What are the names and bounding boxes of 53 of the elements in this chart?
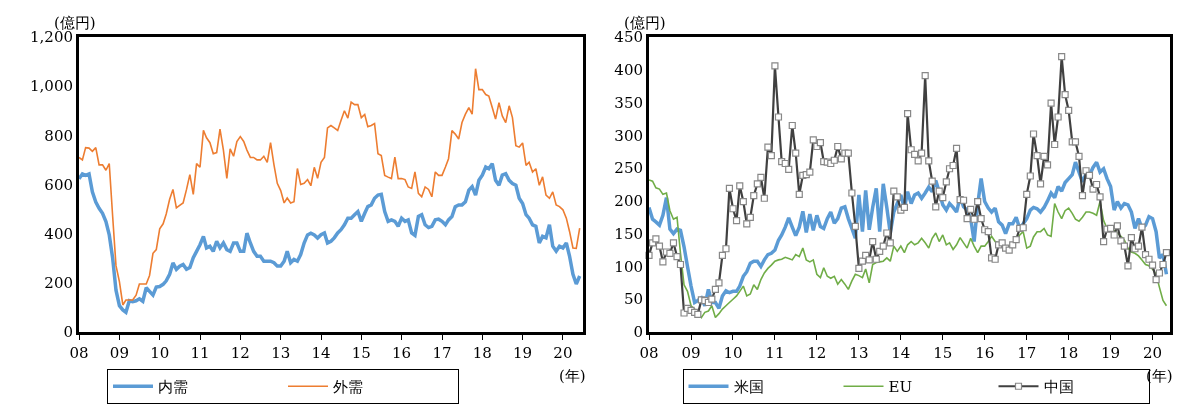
x-tick-label: 10	[150, 344, 170, 362]
x-tick-label: 12	[230, 344, 250, 362]
x-tick-label: 14	[311, 344, 331, 362]
x-tick-label: 20	[553, 344, 573, 362]
x-axis-title: (年)	[559, 367, 586, 385]
x-tick-label: 08	[69, 344, 89, 362]
x-tick-label: 17	[1017, 344, 1037, 362]
x-tick-label: 16	[975, 344, 995, 362]
x-tick-label: 08	[639, 344, 659, 362]
legend-label: 外需	[333, 378, 363, 397]
x-tick-label: 16	[392, 344, 412, 362]
x-tick-label: 19	[1101, 344, 1121, 362]
x-tick-label: 12	[807, 344, 827, 362]
y-tick-label: 600	[44, 175, 73, 194]
x-tick-label: 13	[849, 344, 869, 362]
x-tick-label: 17	[432, 344, 452, 362]
y-tick-label: 250	[614, 159, 643, 178]
x-tick-label: 15	[351, 344, 371, 362]
y-tick-label: 350	[614, 93, 643, 112]
line-series	[79, 67, 581, 306]
x-tick-label: 18	[472, 344, 492, 362]
y-tick-label: 200	[614, 192, 643, 211]
y-tick-label: 800	[44, 126, 73, 145]
line-series	[649, 179, 1168, 319]
line-series	[79, 161, 582, 315]
legend-label: 米国	[733, 378, 764, 397]
x-tick-label: 19	[513, 344, 533, 362]
legend-label: 中国	[1043, 378, 1074, 397]
y-tick-label: 1,000	[30, 77, 73, 96]
x-tick-label: 10	[723, 344, 743, 362]
x-tick-label: 11	[765, 344, 785, 362]
y-axis-title: (億円)	[624, 14, 666, 32]
y-tick-label: 0	[63, 323, 73, 342]
x-tick-label: 11	[190, 344, 210, 362]
x-tick-label: 18	[1059, 344, 1079, 362]
y-tick-label: 300	[614, 126, 643, 145]
line-series	[649, 160, 1169, 311]
x-tick-label: 13	[271, 344, 291, 362]
y-tick-label: 200	[44, 274, 73, 293]
y-tick-label: 150	[614, 224, 643, 243]
x-tick-label: 09	[681, 344, 701, 362]
y-tick-label: 50	[623, 290, 643, 309]
y-tick-label: 100	[614, 257, 643, 276]
y-tick-label: 400	[44, 224, 73, 243]
y-axis-title: (億円)	[54, 14, 96, 32]
x-tick-label: 14	[891, 344, 911, 362]
x-tick-label: 15	[933, 344, 953, 362]
legend-label: 内需	[158, 378, 188, 397]
legend-label: EU	[888, 378, 913, 397]
y-tick-label: 0	[633, 323, 643, 342]
x-tick-label: 09	[109, 344, 129, 362]
y-tick-label: 400	[614, 61, 643, 80]
x-tick-label: 20	[1142, 344, 1163, 362]
